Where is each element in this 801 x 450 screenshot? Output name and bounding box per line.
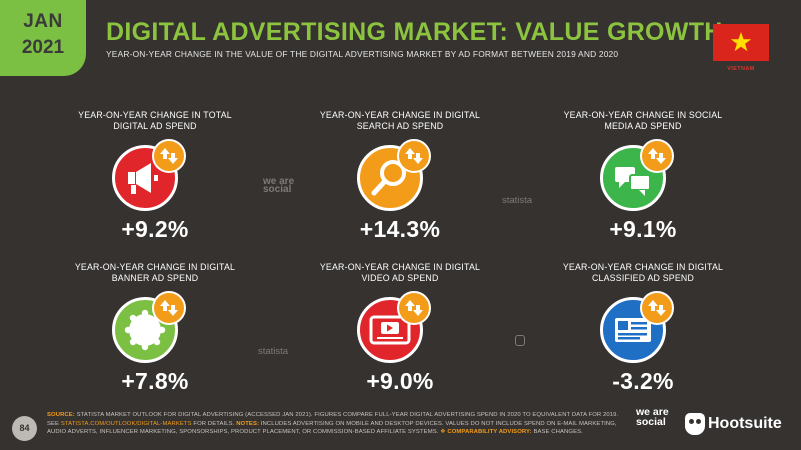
see-text: SEE xyxy=(47,420,60,427)
metric-value: +9.2% xyxy=(121,216,189,242)
we-are-social-watermark: we are social xyxy=(263,176,295,195)
source-text: STATISTA MARKET OUTLOOK FOR DIGITAL ADVE… xyxy=(76,412,619,418)
up-down-arrows-icon xyxy=(640,291,674,325)
country-label: VIETNAM xyxy=(727,66,755,72)
up-down-arrows-icon xyxy=(640,139,674,173)
statista-watermark: statista xyxy=(258,346,289,357)
metric-classified-ad-spend: YEAR-ON-YEAR CHANGE IN DIGITAL CLASSIFIE… xyxy=(553,262,733,395)
hootsuite-wordmark: Hootsuite xyxy=(708,415,782,432)
speech-bubbles-icon xyxy=(600,145,666,211)
source-link[interactable]: STATISTA.COM/OUTLOOK/DIGITAL-MARKETS xyxy=(60,420,192,427)
metric-value: +7.8% xyxy=(121,368,189,394)
date-badge: JAN 2021 xyxy=(0,0,86,76)
metric-video-ad-spend: YEAR-ON-YEAR CHANGE IN DIGITAL VIDEO AD … xyxy=(310,262,490,395)
badge-year: 2021 xyxy=(21,37,65,58)
metric-value: +14.3% xyxy=(359,216,441,242)
metric-label: YEAR-ON-YEAR CHANGE IN DIGITAL SEARCH AD… xyxy=(319,110,481,131)
notes-label: NOTES: xyxy=(236,420,260,427)
metric-total-ad-spend: YEAR-ON-YEAR CHANGE IN TOTAL DIGITAL AD … xyxy=(65,110,245,243)
page-title: DIGITAL ADVERTISING MARKET: VALUE GROWTH xyxy=(106,18,723,46)
up-down-arrows-icon xyxy=(152,139,186,173)
metric-value: +9.1% xyxy=(609,216,677,242)
statista-watermark: statista xyxy=(502,195,533,206)
source-label: SOURCE: xyxy=(47,412,75,418)
metric-value: -3.2% xyxy=(612,368,674,394)
metric-label: YEAR-ON-YEAR CHANGE IN DIGITAL CLASSIFIE… xyxy=(562,262,724,283)
metric-label: YEAR-ON-YEAR CHANGE IN DIGITAL BANNER AD… xyxy=(74,262,236,283)
hootsuite-owl-watermark-icon xyxy=(515,335,525,346)
owl-icon xyxy=(685,413,705,435)
advisory-label-text: COMPARABILITY ADVISORY: xyxy=(447,429,532,435)
page-number: 84 xyxy=(12,416,37,441)
vietnam-flag-icon xyxy=(713,24,769,61)
metric-social-ad-spend: YEAR-ON-YEAR CHANGE IN SOCIAL MEDIA AD S… xyxy=(553,110,733,243)
metric-banner-ad-spend: YEAR-ON-YEAR CHANGE IN DIGITAL BANNER AD… xyxy=(65,262,245,395)
notes-text: INCLUDES ADVERTISING ON MOBILE AND DESKT… xyxy=(47,420,617,436)
up-down-arrows-icon xyxy=(397,139,431,173)
metric-label: YEAR-ON-YEAR CHANGE IN DIGITAL VIDEO AD … xyxy=(319,262,481,283)
we-are-social-logo: we are social xyxy=(636,406,669,428)
badge-month: JAN xyxy=(23,11,63,32)
metric-label: YEAR-ON-YEAR CHANGE IN SOCIAL MEDIA AD S… xyxy=(563,110,723,131)
up-down-arrows-icon xyxy=(397,291,431,325)
metric-value: +9.0% xyxy=(366,368,434,394)
for-details-text: FOR DETAILS. xyxy=(193,420,235,427)
footer-notes: SOURCE: STATISTA MARKET OUTLOOK FOR DIGI… xyxy=(47,411,627,437)
page-subtitle: YEAR-ON-YEAR CHANGE IN THE VALUE OF THE … xyxy=(106,49,619,59)
metric-label: YEAR-ON-YEAR CHANGE IN TOTAL DIGITAL AD … xyxy=(78,110,232,131)
metric-search-ad-spend: YEAR-ON-YEAR CHANGE IN DIGITAL SEARCH AD… xyxy=(310,110,490,243)
advisory-label: ❖ COMPARABILITY ADVISORY: xyxy=(440,429,532,435)
up-down-arrows-icon xyxy=(152,291,186,325)
hootsuite-logo: Hootsuite xyxy=(685,413,782,435)
advisory-text: BASE CHANGES. xyxy=(533,429,583,435)
